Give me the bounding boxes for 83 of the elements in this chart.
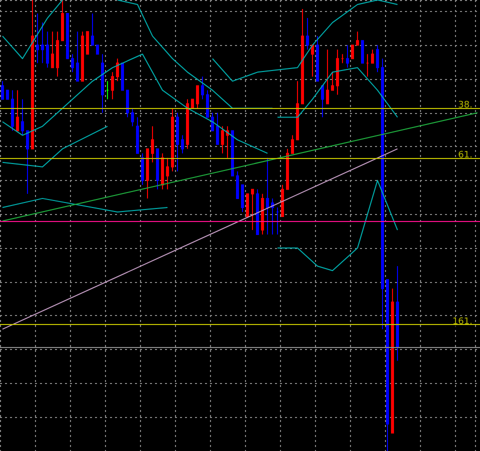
candlestick bbox=[271, 198, 274, 236]
candlestick bbox=[171, 108, 174, 172]
candlestick bbox=[261, 193, 264, 236]
candlestick bbox=[56, 31, 59, 78]
candlestick bbox=[206, 90, 209, 118]
candlestick bbox=[26, 130, 29, 194]
candlestick bbox=[381, 58, 384, 330]
candlestick bbox=[181, 134, 184, 154]
candlestick bbox=[376, 44, 379, 73]
candlestick bbox=[186, 98, 189, 150]
candlestick bbox=[356, 31, 359, 46]
candlestick bbox=[36, 13, 39, 64]
candlestick bbox=[241, 184, 244, 212]
candlestick bbox=[106, 80, 109, 100]
candlestick bbox=[236, 170, 239, 199]
candlestick bbox=[136, 116, 139, 154]
candlestick bbox=[216, 112, 219, 145]
candlestick bbox=[41, 22, 44, 64]
candlestick bbox=[341, 54, 344, 64]
annotation: 161. bbox=[452, 317, 472, 328]
candlestick bbox=[146, 148, 149, 199]
candlestick bbox=[141, 152, 144, 186]
candlestick bbox=[276, 206, 279, 236]
candlestick bbox=[256, 188, 259, 236]
candlestick bbox=[311, 44, 314, 78]
candlestick bbox=[16, 90, 19, 132]
candlestick bbox=[151, 126, 154, 163]
candlestick bbox=[386, 279, 389, 451]
candlestick bbox=[21, 98, 24, 136]
candlestick bbox=[266, 157, 269, 236]
candlestick bbox=[286, 148, 289, 190]
candlestick bbox=[6, 90, 9, 100]
candlestick bbox=[226, 126, 229, 158]
candlestick bbox=[331, 72, 334, 91]
candlestick bbox=[291, 134, 294, 154]
candlestick bbox=[201, 76, 204, 100]
annotation: 61. bbox=[458, 150, 472, 160]
candlestick bbox=[336, 49, 339, 96]
candlestick bbox=[371, 49, 374, 64]
candlestick bbox=[351, 44, 354, 60]
candlestick bbox=[166, 157, 169, 190]
candlestick bbox=[126, 90, 129, 118]
candlestick bbox=[51, 31, 54, 68]
candlestick bbox=[361, 40, 364, 64]
candlestick bbox=[111, 72, 114, 100]
candlestick bbox=[321, 85, 324, 118]
candlestick bbox=[366, 54, 369, 78]
candlestick bbox=[31, 0, 34, 150]
candlestick bbox=[156, 148, 159, 190]
candlestick bbox=[251, 188, 254, 231]
candlestick bbox=[191, 98, 194, 109]
candlestick bbox=[346, 44, 349, 68]
candlestick bbox=[86, 31, 89, 55]
candlestick bbox=[326, 49, 329, 104]
annotation: 38. bbox=[458, 100, 472, 111]
candlestick bbox=[301, 8, 304, 104]
candlestick bbox=[66, 13, 69, 60]
candlestick bbox=[121, 62, 124, 91]
candlestick bbox=[96, 44, 99, 55]
candlestick bbox=[391, 288, 394, 434]
candlestick bbox=[196, 85, 199, 109]
candlestick bbox=[116, 58, 119, 82]
candlestick bbox=[1, 80, 4, 100]
candlestick bbox=[11, 90, 14, 132]
candlestick bbox=[211, 112, 214, 132]
candlestick bbox=[71, 54, 74, 73]
candlestick bbox=[231, 130, 234, 176]
candlestick bbox=[306, 18, 309, 50]
candlestick bbox=[396, 266, 399, 362]
candlestick bbox=[246, 193, 249, 217]
candlestick bbox=[316, 36, 319, 82]
candlestick bbox=[221, 126, 224, 154]
candlestick bbox=[81, 31, 84, 82]
candlestick bbox=[61, 0, 64, 42]
candlestick bbox=[161, 152, 164, 190]
candlestick bbox=[281, 184, 284, 217]
candlestick bbox=[131, 108, 134, 127]
candlestick bbox=[91, 13, 94, 46]
candlestick bbox=[46, 31, 49, 68]
candlestick bbox=[76, 31, 79, 82]
candlestick bbox=[101, 54, 104, 114]
candlestick bbox=[176, 112, 179, 172]
candlestick bbox=[296, 80, 299, 140]
